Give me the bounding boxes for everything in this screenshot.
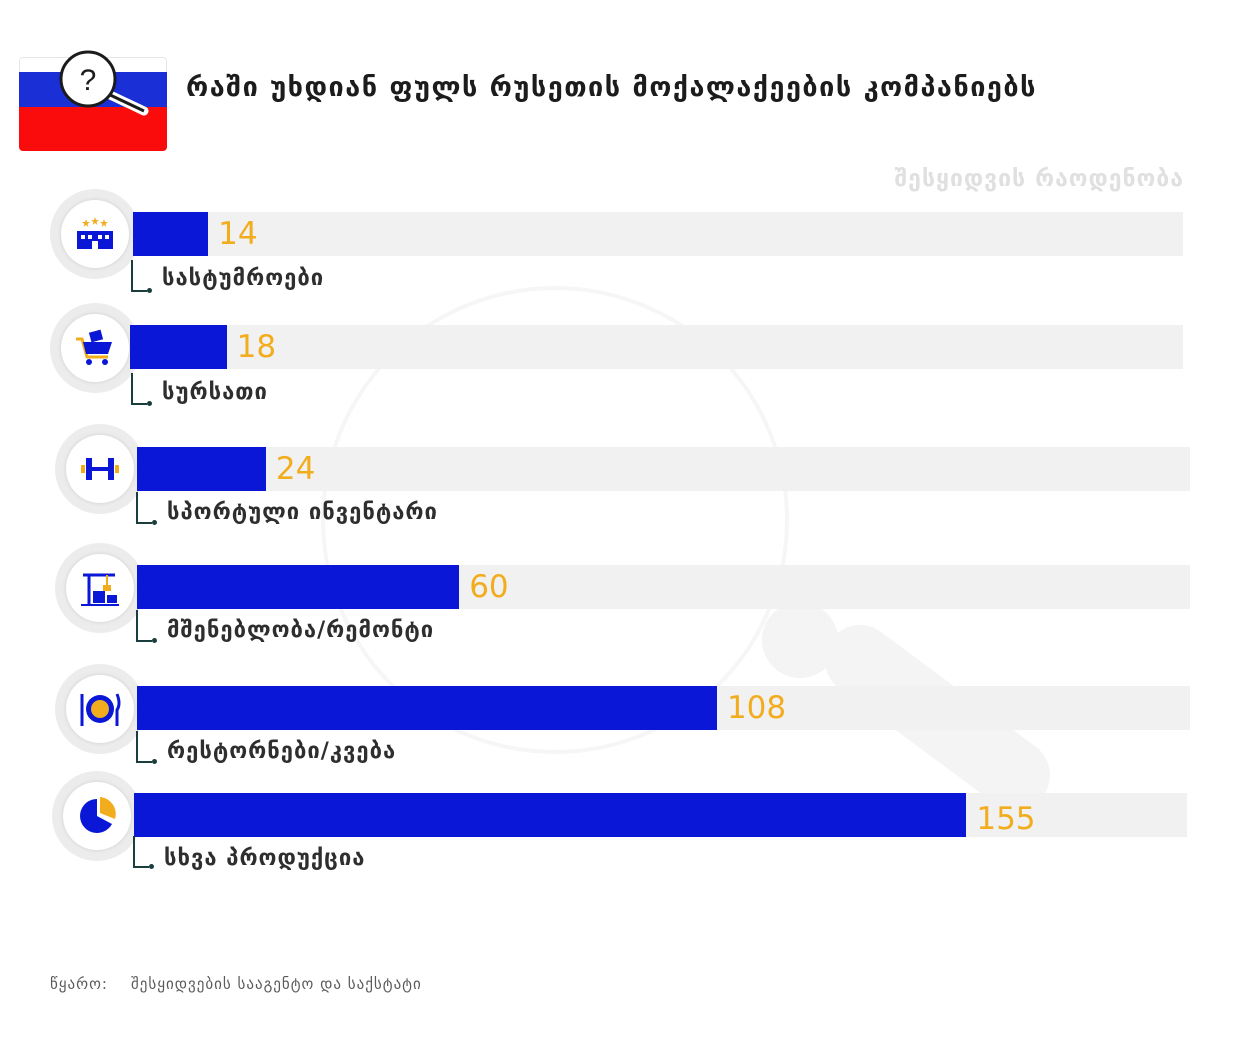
label-connector-dot <box>152 520 157 525</box>
source-label: წყარო: <box>50 975 108 993</box>
row-icon-other <box>52 771 142 861</box>
page-title: რაში უხდიან ფულს რუსეთის მოქალაქეების კო… <box>186 72 1037 103</box>
category-label-restaurants: რესტორნები/კვება <box>167 739 397 764</box>
label-connector-dot <box>147 288 152 293</box>
bar-sports <box>137 447 266 491</box>
category-label-groceries: სურსათი <box>162 380 268 405</box>
label-connector <box>136 492 152 524</box>
plate-cutlery-icon <box>80 693 121 726</box>
category-label-sports: სპორტული ინვენტარი <box>167 500 438 525</box>
bar-construction <box>137 565 460 609</box>
bar-track <box>137 447 1190 491</box>
category-label-hotels: სასტუმროები <box>162 266 325 291</box>
label-connector <box>136 610 152 642</box>
row-icon-sports <box>55 424 145 514</box>
source-note: წყარო: შესყიდვების სააგენტო და საქსტატი <box>50 975 422 993</box>
bar-restaurants <box>137 686 717 730</box>
question-magnifier-icon: ? <box>59 50 149 116</box>
bar-hotels <box>133 212 209 256</box>
shopping-cart-icon <box>76 329 112 365</box>
category-label-construction: მშენებლობა/რემონტი <box>167 618 435 643</box>
label-connector-dot <box>149 864 154 869</box>
row-icon-restaurants <box>55 664 145 754</box>
value-label-sports: 24 <box>275 451 316 487</box>
label-connector <box>131 373 147 405</box>
svg-text:?: ? <box>80 64 97 97</box>
pie-chart-icon <box>80 797 116 833</box>
category-label-other: სხვა პროდუქცია <box>164 846 366 871</box>
bar-track <box>133 212 1183 256</box>
bar-track <box>130 325 1183 369</box>
label-connector <box>136 731 152 763</box>
label-connector <box>133 836 149 868</box>
value-label-hotels: 14 <box>218 216 258 252</box>
row-icon-construction <box>55 543 145 633</box>
hotel-icon <box>77 217 113 249</box>
row-icon-groceries <box>50 303 140 393</box>
source-text: შესყიდვების სააგენტო და საქსტატი <box>131 975 422 993</box>
label-connector-dot <box>152 638 157 643</box>
row-icon-hotel <box>50 189 140 279</box>
label-connector <box>131 260 147 292</box>
dumbbell-icon <box>81 458 119 480</box>
bar-groceries <box>130 325 227 369</box>
value-label-groceries: 18 <box>236 329 277 365</box>
bar-other <box>134 793 967 837</box>
value-label-construction: 60 <box>469 569 509 605</box>
label-connector-dot <box>147 401 152 406</box>
construction-crane-icon <box>81 573 119 606</box>
label-connector-dot <box>152 759 157 764</box>
axis-caption: შესყიდვის რაოდენობა <box>894 166 1184 192</box>
value-label-other: 155 <box>976 801 1036 837</box>
value-label-restaurants: 108 <box>726 690 787 726</box>
